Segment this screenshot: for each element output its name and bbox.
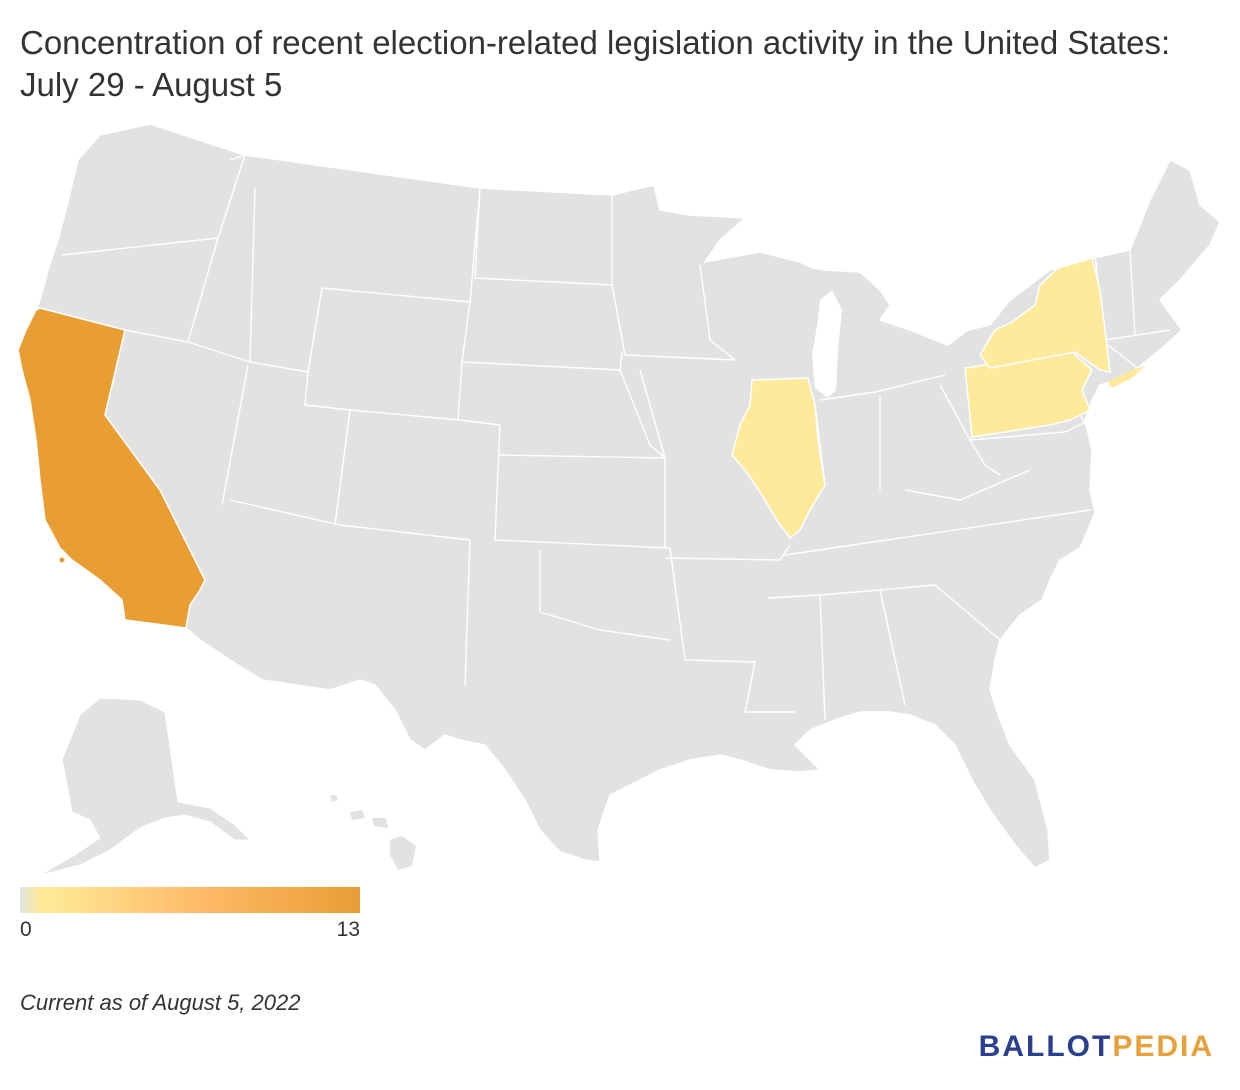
channel-island (59, 557, 65, 563)
ballotpedia-logo: BALLOTPEDIA (979, 1030, 1214, 1064)
state-illinois (731, 377, 826, 540)
state-pennsylvania (964, 351, 1093, 438)
state-alaska (39, 697, 252, 876)
state-california (17, 307, 206, 629)
us-mainland (17, 123, 1221, 869)
logo-part-ballot: BALLOT (978, 1030, 1113, 1063)
map-title: Concentration of recent election-related… (20, 24, 1171, 103)
state-borders (39, 154, 1171, 721)
state-new-york (979, 257, 1111, 373)
legend-min-label: 0 (20, 918, 32, 941)
lake-michigan (812, 290, 842, 398)
long-island (1108, 366, 1145, 388)
state-hawaii (330, 795, 416, 870)
legend-color-scale (20, 887, 360, 913)
legend-max-label: 13 (336, 918, 360, 941)
logo-part-pedia: PEDIA (1112, 1030, 1214, 1063)
currency-note: Current as of August 5, 2022 (20, 990, 301, 1015)
